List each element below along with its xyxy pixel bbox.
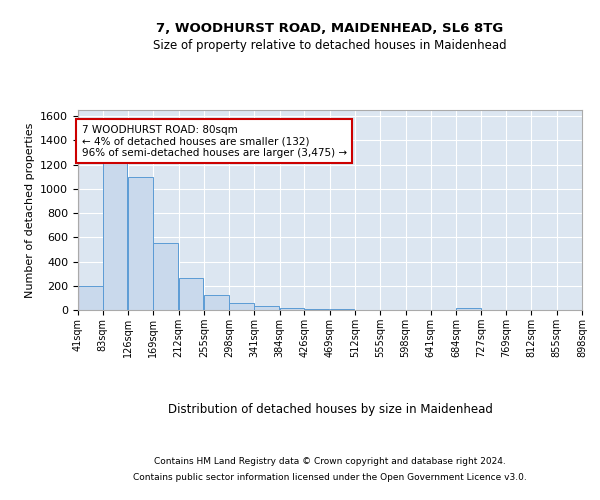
Text: 7 WOODHURST ROAD: 80sqm
← 4% of detached houses are smaller (132)
96% of semi-de: 7 WOODHURST ROAD: 80sqm ← 4% of detached… xyxy=(82,124,347,158)
Text: Distribution of detached houses by size in Maidenhead: Distribution of detached houses by size … xyxy=(167,402,493,415)
Text: 7, WOODHURST ROAD, MAIDENHEAD, SL6 8TG: 7, WOODHURST ROAD, MAIDENHEAD, SL6 8TG xyxy=(157,22,503,36)
Bar xyxy=(153,242,178,310)
Bar xyxy=(78,286,103,310)
Bar xyxy=(128,176,152,310)
Bar xyxy=(229,303,254,310)
Bar xyxy=(103,156,127,310)
Text: Size of property relative to detached houses in Maidenhead: Size of property relative to detached ho… xyxy=(153,39,507,52)
Text: Contains public sector information licensed under the Open Government Licence v3: Contains public sector information licen… xyxy=(133,472,527,482)
Bar xyxy=(179,278,203,310)
Bar xyxy=(280,308,304,310)
Text: Contains HM Land Registry data © Crown copyright and database right 2024.: Contains HM Land Registry data © Crown c… xyxy=(154,458,506,466)
Bar xyxy=(254,306,279,310)
Y-axis label: Number of detached properties: Number of detached properties xyxy=(25,122,35,298)
Bar xyxy=(204,296,229,310)
Bar xyxy=(456,308,481,310)
